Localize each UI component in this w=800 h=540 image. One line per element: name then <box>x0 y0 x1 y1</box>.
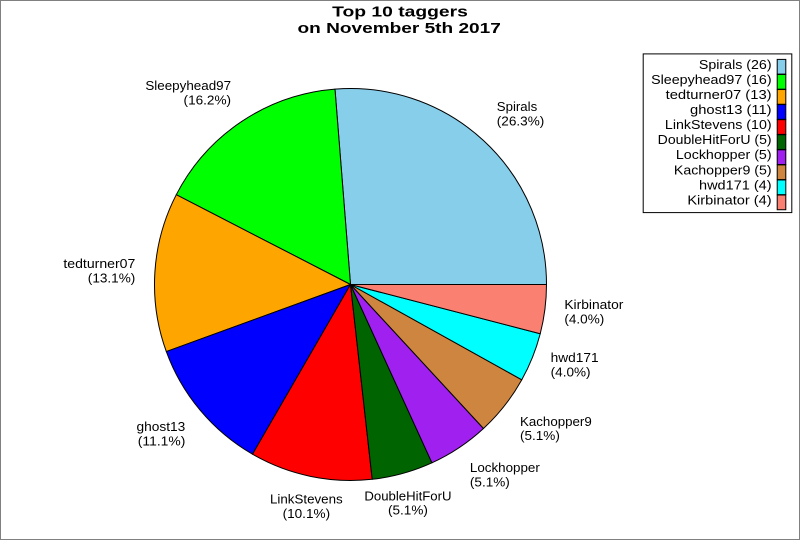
svg-text:Lockhopper (5): Lockhopper (5) <box>676 147 772 162</box>
svg-text:(4.0%): (4.0%) <box>551 365 591 379</box>
svg-text:Kirbinator: Kirbinator <box>564 298 623 312</box>
svg-text:(26.3%): (26.3%) <box>497 115 545 129</box>
svg-text:(5.1%): (5.1%) <box>388 504 428 518</box>
svg-text:tedturner07: tedturner07 <box>63 257 135 271</box>
svg-text:Kirbinator (4): Kirbinator (4) <box>687 192 771 207</box>
svg-text:(5.1%): (5.1%) <box>470 475 510 489</box>
svg-text:DoubleHitForU (5): DoubleHitForU (5) <box>658 132 772 147</box>
svg-text:hwd171 (4): hwd171 (4) <box>699 177 772 192</box>
svg-text:(11.1%): (11.1%) <box>138 434 186 448</box>
svg-text:LinkStevens (10): LinkStevens (10) <box>665 117 772 132</box>
svg-text:Kachopper9 (5): Kachopper9 (5) <box>674 162 772 177</box>
svg-text:(13.1%): (13.1%) <box>88 271 136 285</box>
svg-text:tedturner07 (13): tedturner07 (13) <box>666 87 772 102</box>
svg-text:Top 10 taggers: Top 10 taggers <box>332 3 468 20</box>
svg-text:Kachopper9: Kachopper9 <box>520 415 592 429</box>
svg-text:on November 5th 2017: on November 5th 2017 <box>298 20 501 37</box>
svg-text:(10.1%): (10.1%) <box>283 507 331 521</box>
svg-text:Sleepyhead97 (16): Sleepyhead97 (16) <box>651 72 771 87</box>
svg-text:LinkStevens: LinkStevens <box>270 493 343 507</box>
svg-text:(5.1%): (5.1%) <box>520 429 560 443</box>
svg-text:Sleepyhead97: Sleepyhead97 <box>145 79 231 93</box>
svg-text:(16.2%): (16.2%) <box>184 94 232 108</box>
svg-text:Spirals: Spirals <box>497 100 537 114</box>
svg-text:ghost13 (11): ghost13 (11) <box>690 102 772 117</box>
svg-text:Lockhopper: Lockhopper <box>470 461 540 475</box>
svg-text:(4.0%): (4.0%) <box>564 312 604 326</box>
svg-text:DoubleHitForU: DoubleHitForU <box>364 489 451 503</box>
svg-text:Spirals (26): Spirals (26) <box>699 57 772 72</box>
svg-text:ghost13: ghost13 <box>137 420 186 434</box>
svg-text:hwd171: hwd171 <box>551 351 599 365</box>
